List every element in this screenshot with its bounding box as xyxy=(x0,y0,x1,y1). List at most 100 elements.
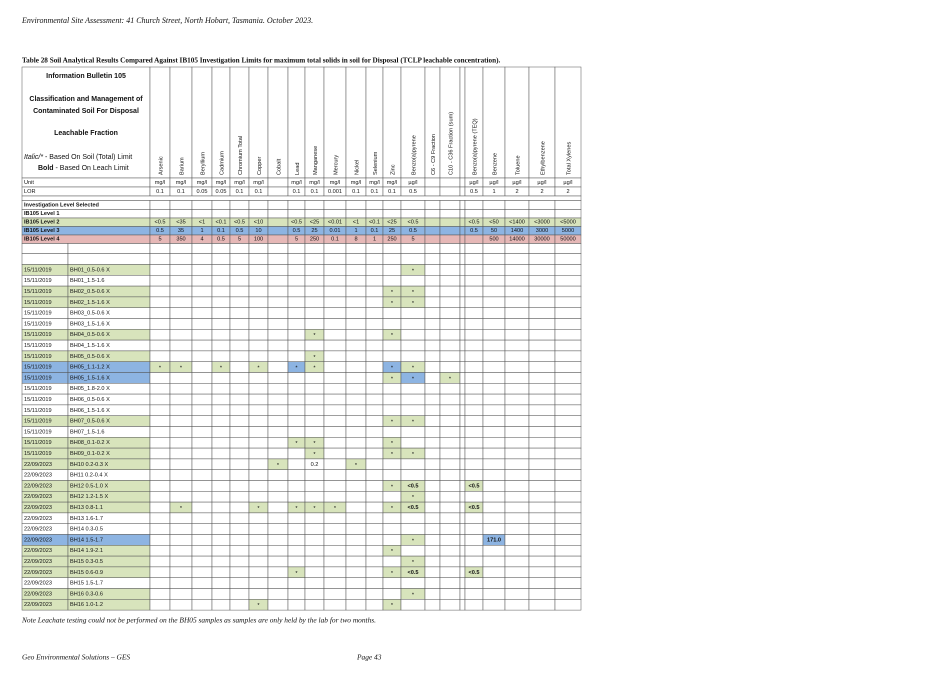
cell xyxy=(424,480,441,492)
cell xyxy=(345,577,367,589)
cell xyxy=(287,545,306,557)
cell xyxy=(267,296,289,308)
cell xyxy=(323,469,347,481)
cell-text: 15/11/2019 xyxy=(24,332,52,338)
cell xyxy=(459,577,466,589)
cell xyxy=(191,469,213,481)
cell xyxy=(504,545,530,557)
cell xyxy=(464,599,484,611)
cell-text: * xyxy=(257,506,260,512)
cell xyxy=(191,447,213,460)
cell xyxy=(504,264,530,276)
cell xyxy=(267,555,289,568)
cell xyxy=(229,426,250,438)
cell xyxy=(459,253,466,265)
cell xyxy=(304,307,325,319)
cell xyxy=(439,588,461,600)
cell xyxy=(287,415,306,427)
cell xyxy=(554,599,582,611)
cell xyxy=(345,545,367,557)
footer-page: Page 43 xyxy=(356,653,382,662)
cell xyxy=(304,426,325,438)
cell xyxy=(191,243,213,254)
cell xyxy=(229,566,250,578)
cell xyxy=(382,534,402,546)
cell xyxy=(439,599,461,611)
cell-text: 22/09/2023 xyxy=(24,559,52,565)
cell xyxy=(21,186,151,197)
cell-text: 14000 xyxy=(509,237,525,243)
cell xyxy=(459,350,466,362)
cell-text: 15/11/2019 xyxy=(24,451,52,457)
cell xyxy=(365,501,384,514)
cell xyxy=(464,234,484,244)
cell xyxy=(323,383,347,395)
cell xyxy=(424,200,441,210)
cell xyxy=(439,307,461,319)
cell xyxy=(323,404,347,416)
cell-text: 15/11/2019 xyxy=(24,365,52,371)
cell-text: 4 xyxy=(200,237,203,243)
cell-text: * xyxy=(391,366,394,372)
cell-text: 22/09/2023 xyxy=(24,527,52,533)
cell xyxy=(211,275,231,287)
cell xyxy=(554,200,582,210)
cell xyxy=(464,209,484,219)
cell xyxy=(267,264,289,276)
column-header: Manganese xyxy=(313,146,319,175)
cell xyxy=(400,599,426,611)
cell xyxy=(554,577,582,589)
cell-text: <0.5 xyxy=(407,220,418,226)
cell xyxy=(149,458,171,470)
cell xyxy=(504,209,530,219)
cell-text: 0.1 xyxy=(217,228,225,234)
cell xyxy=(424,577,441,589)
cell-text: 5000 xyxy=(562,228,574,234)
cell xyxy=(459,480,466,492)
cell xyxy=(345,383,367,395)
cell xyxy=(382,339,402,352)
cell xyxy=(248,534,269,546)
cell-text: mg/l xyxy=(369,180,380,186)
cell xyxy=(169,437,193,449)
cell xyxy=(482,469,506,481)
cell-text: * xyxy=(295,506,298,512)
cell xyxy=(267,307,289,319)
cell xyxy=(464,512,484,524)
cell xyxy=(267,523,289,535)
cell-text: 100 xyxy=(254,237,263,243)
cell xyxy=(169,577,193,589)
column-header: Beryllium xyxy=(200,152,206,175)
cell xyxy=(229,350,250,362)
cell xyxy=(267,350,289,362)
cell-text: mg/l xyxy=(387,180,398,186)
cell xyxy=(169,383,193,395)
cell xyxy=(464,426,484,438)
cell xyxy=(459,415,466,427)
cell xyxy=(424,545,441,557)
cell xyxy=(345,329,367,341)
cell xyxy=(439,437,461,449)
cell-text: BH02_0.5-0.6 X xyxy=(70,289,110,295)
cell xyxy=(439,383,461,395)
cell xyxy=(459,383,466,395)
cell-text: BH14 1.5-1.7 xyxy=(70,537,103,543)
cell xyxy=(424,491,441,503)
cell xyxy=(211,469,231,481)
cell xyxy=(267,243,289,254)
cell xyxy=(424,339,441,352)
cell xyxy=(211,296,231,308)
cell xyxy=(439,234,461,244)
cell-text: * xyxy=(412,268,415,274)
cell xyxy=(482,480,506,492)
cell xyxy=(382,243,402,254)
cell xyxy=(149,339,171,352)
cell xyxy=(528,264,556,276)
cell xyxy=(345,372,367,384)
cell xyxy=(554,404,582,416)
column-header: Chromium Total xyxy=(238,136,244,175)
cell xyxy=(528,329,556,341)
cell xyxy=(424,447,441,460)
cell xyxy=(169,253,193,265)
cell xyxy=(365,200,384,210)
